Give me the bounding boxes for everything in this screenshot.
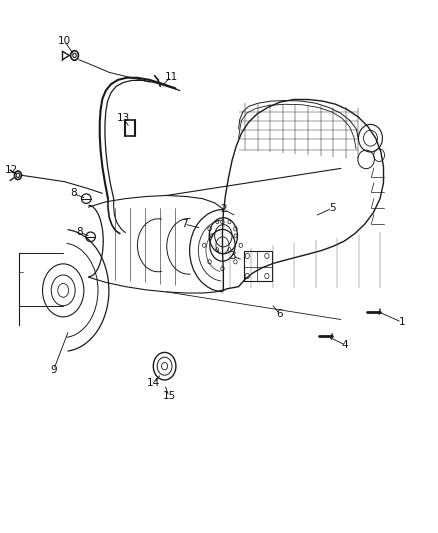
Text: 11: 11 xyxy=(165,71,178,82)
Text: 8: 8 xyxy=(70,188,77,198)
Text: 15: 15 xyxy=(162,391,176,401)
Text: 6: 6 xyxy=(277,309,283,319)
Text: 10: 10 xyxy=(58,36,71,46)
Text: 7: 7 xyxy=(181,219,187,229)
Text: 1: 1 xyxy=(399,317,405,327)
Text: 3: 3 xyxy=(229,251,235,261)
Text: 9: 9 xyxy=(50,365,57,375)
Text: 12: 12 xyxy=(4,165,18,175)
Text: 4: 4 xyxy=(342,340,349,350)
Text: 14: 14 xyxy=(147,378,160,388)
Text: 8: 8 xyxy=(76,227,83,237)
Text: 13: 13 xyxy=(117,113,130,123)
Text: 5: 5 xyxy=(329,203,336,213)
Text: 2: 2 xyxy=(220,204,226,214)
